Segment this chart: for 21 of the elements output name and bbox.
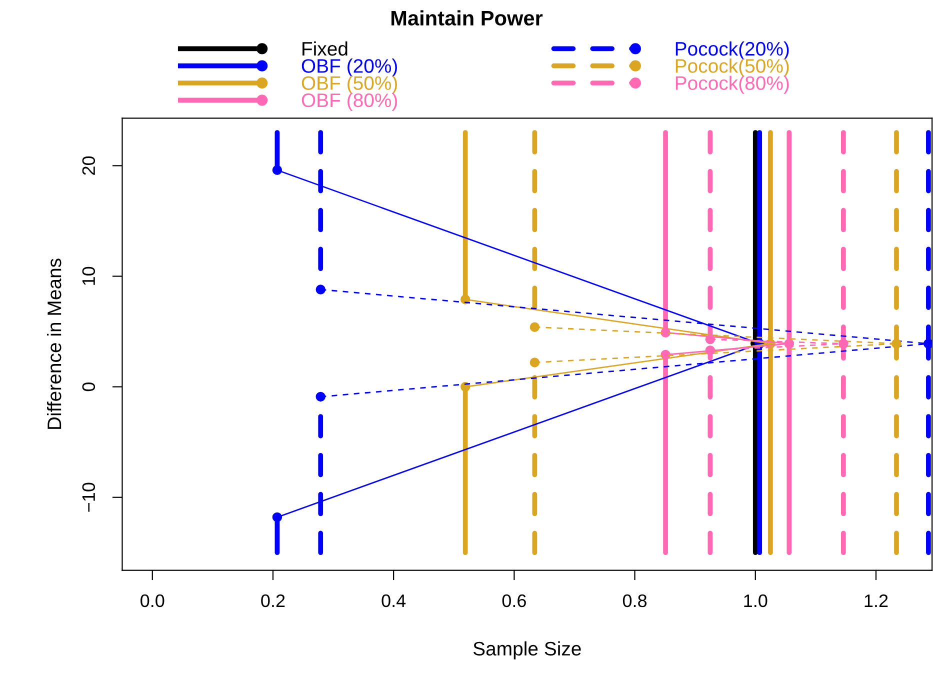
chart-title: Maintain Power bbox=[391, 10, 543, 26]
y-tick-label: 20 bbox=[82, 156, 96, 175]
legend-label: OBF (80%) bbox=[302, 92, 397, 111]
x-axis-title: Sample Size bbox=[473, 641, 581, 660]
legend-label: Pocock(80%) bbox=[676, 76, 789, 94]
x-tick-label: 0.2 bbox=[261, 594, 285, 608]
x-tick-label: 1.2 bbox=[864, 594, 888, 607]
legend-label: Fixed bbox=[302, 41, 348, 56]
legend-label: Pocock(20%) bbox=[676, 41, 789, 60]
x-tick-label: 0.6 bbox=[502, 594, 526, 608]
x-tick-label: 0.8 bbox=[622, 594, 647, 608]
y-tick-label: 0 bbox=[82, 382, 96, 392]
x-tick-label: 0.0 bbox=[140, 594, 164, 608]
y-tick-label: −10 bbox=[82, 482, 96, 512]
x-tick-label: 1.0 bbox=[744, 594, 768, 608]
y-axis-title: Difference in Means bbox=[46, 258, 62, 429]
y-tick-label: 10 bbox=[82, 266, 96, 285]
legend-label: OBF (20%) bbox=[302, 58, 397, 77]
x-tick-label: 0.4 bbox=[382, 594, 406, 608]
legend-label: OBF (50%) bbox=[302, 76, 397, 94]
legend-label: Pocock(50%) bbox=[676, 58, 789, 77]
